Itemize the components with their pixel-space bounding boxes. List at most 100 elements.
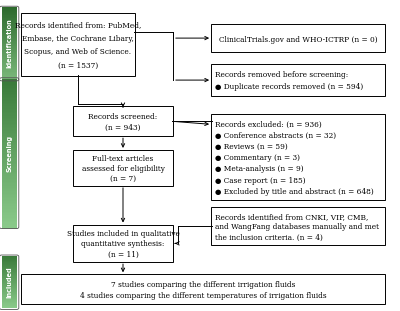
Bar <box>2 56 17 57</box>
Bar <box>2 30 17 32</box>
Text: the inclusion criteria. (n = 4): the inclusion criteria. (n = 4) <box>215 234 323 242</box>
Bar <box>2 92 17 94</box>
Bar <box>2 261 17 262</box>
Bar <box>2 34 17 35</box>
Bar <box>2 46 17 47</box>
Bar <box>2 302 17 303</box>
Bar <box>2 26 17 27</box>
Bar <box>2 266 17 267</box>
Bar <box>2 276 17 277</box>
Bar <box>2 262 17 263</box>
Text: 7 studies comparing the different irrigation fluids: 7 studies comparing the different irriga… <box>111 281 295 289</box>
Bar <box>2 52 17 53</box>
Bar <box>2 39 17 40</box>
Bar <box>2 67 17 68</box>
Bar <box>2 207 17 209</box>
Bar <box>2 30 17 31</box>
Text: Records excluded: (n = 936): Records excluded: (n = 936) <box>215 121 322 128</box>
Bar <box>2 54 17 55</box>
Bar <box>2 16 17 17</box>
Bar <box>2 279 17 280</box>
Bar <box>2 278 17 279</box>
FancyBboxPatch shape <box>211 24 385 52</box>
Bar <box>2 263 17 264</box>
Bar <box>2 34 17 35</box>
Bar <box>2 270 17 271</box>
Bar <box>2 266 17 267</box>
Bar <box>2 49 17 50</box>
Bar <box>2 13 17 14</box>
Bar <box>2 264 17 265</box>
Bar <box>2 293 17 294</box>
Bar <box>2 221 17 223</box>
Bar <box>2 302 17 303</box>
Bar <box>2 134 17 136</box>
Bar <box>2 124 17 126</box>
Bar <box>2 7 17 8</box>
Bar <box>2 72 17 73</box>
Bar <box>2 119 17 121</box>
Bar <box>2 133 17 134</box>
Bar <box>2 269 17 270</box>
Bar <box>2 113 17 115</box>
Bar <box>2 200 17 202</box>
Bar <box>2 19 17 20</box>
Bar <box>2 300 17 301</box>
Bar <box>2 188 17 190</box>
Bar <box>2 286 17 287</box>
Bar <box>2 263 17 264</box>
Text: Records removed before screening:: Records removed before screening: <box>215 71 348 79</box>
Bar <box>2 31 17 32</box>
Bar <box>2 49 17 50</box>
Bar <box>2 95 17 97</box>
Bar <box>2 128 17 130</box>
Bar <box>2 85 17 87</box>
Bar <box>2 258 17 259</box>
Text: assessed for eligibility: assessed for eligibility <box>82 165 164 173</box>
Bar <box>2 300 17 301</box>
Bar <box>2 174 17 176</box>
Bar <box>2 204 17 206</box>
Bar <box>2 8 17 9</box>
Bar <box>2 227 17 229</box>
Bar <box>2 280 17 281</box>
FancyBboxPatch shape <box>21 13 135 76</box>
Bar <box>2 148 17 149</box>
Bar <box>2 206 17 208</box>
Bar <box>2 33 17 34</box>
Bar <box>2 11 17 12</box>
Bar <box>2 116 17 118</box>
Bar <box>2 183 17 185</box>
Bar <box>2 218 17 220</box>
Bar <box>2 299 17 300</box>
Bar <box>2 283 17 284</box>
Text: ● Meta-analysis (n = 9): ● Meta-analysis (n = 9) <box>215 165 304 173</box>
Bar <box>2 15 17 16</box>
Bar <box>2 12 17 13</box>
Bar <box>2 97 17 99</box>
Bar <box>2 294 17 295</box>
FancyBboxPatch shape <box>211 64 385 96</box>
Text: 4 studies comparing the different temperatures of irrigation fluids: 4 studies comparing the different temper… <box>80 292 326 300</box>
Bar <box>2 191 17 193</box>
Bar <box>2 290 17 291</box>
Bar <box>2 24 17 25</box>
FancyBboxPatch shape <box>211 114 385 200</box>
Bar <box>2 47 17 48</box>
Bar <box>2 295 17 296</box>
FancyBboxPatch shape <box>73 225 173 262</box>
Bar <box>2 64 17 65</box>
Text: Identification: Identification <box>6 19 12 68</box>
Bar <box>2 70 17 71</box>
Bar <box>2 67 17 68</box>
Bar <box>2 195 17 197</box>
Bar <box>2 203 17 205</box>
Bar <box>2 82 17 84</box>
Bar <box>2 304 17 305</box>
Bar <box>2 209 17 211</box>
Bar <box>2 59 17 61</box>
Bar <box>2 59 17 60</box>
Bar <box>2 296 17 297</box>
Bar <box>2 307 17 308</box>
Bar <box>2 36 17 37</box>
